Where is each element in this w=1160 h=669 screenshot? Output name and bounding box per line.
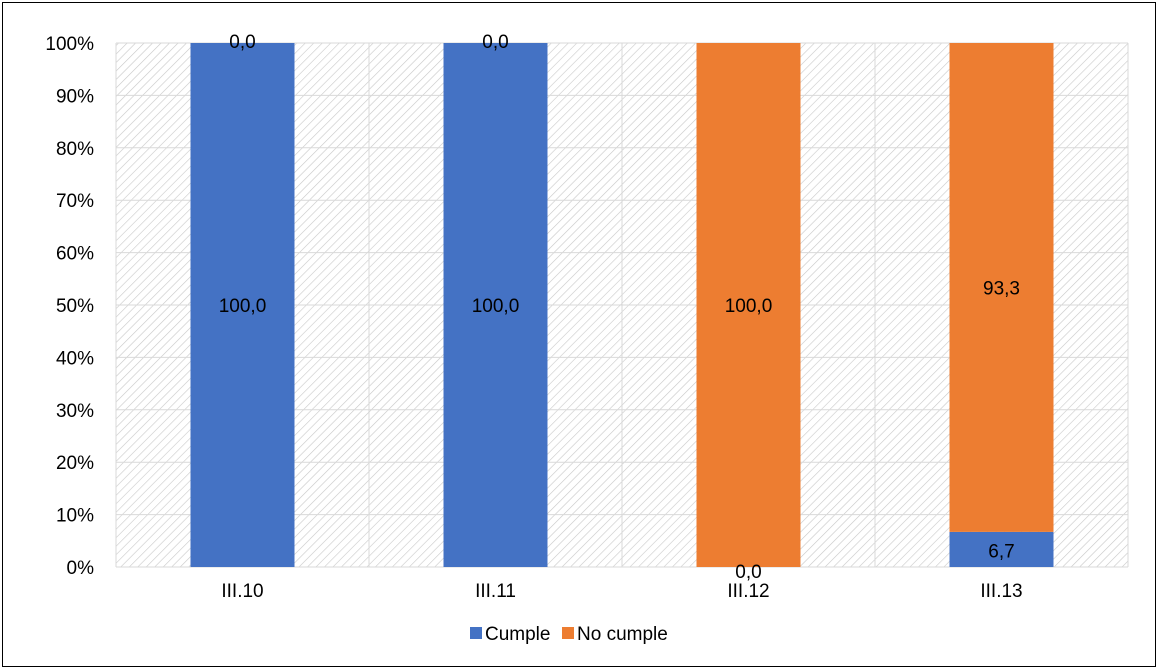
x-tick-label: III.12 xyxy=(727,581,769,602)
y-axis-ticks: 0% 10% 20% 30% 40% 50% 60% 70% 80% 90% 100% xyxy=(45,34,94,579)
bar-segment xyxy=(949,531,1054,567)
data-label: 100,0 xyxy=(219,296,267,317)
legend-swatch xyxy=(470,627,482,639)
y-tick-label: 10% xyxy=(56,506,94,527)
x-tick-label: III.13 xyxy=(980,581,1022,602)
legend-swatch xyxy=(562,627,574,639)
bars xyxy=(190,43,1054,567)
bar-segment xyxy=(190,43,295,567)
data-label: 6,7 xyxy=(988,541,1014,562)
y-tick-label: 100% xyxy=(45,34,94,55)
y-tick-label: 20% xyxy=(56,453,94,474)
data-label: 93,3 xyxy=(983,278,1020,299)
data-label: 100,0 xyxy=(472,296,520,317)
legend-label: No cumple xyxy=(577,624,668,645)
data-labels: 100,0 0,0 100,0 0,0 0,0 100,0 6,7 93,3 xyxy=(219,32,1020,583)
bar-segment xyxy=(949,43,1054,532)
legend-label: Cumple xyxy=(485,624,550,645)
y-tick-label: 40% xyxy=(56,348,94,369)
y-tick-label: 90% xyxy=(56,86,94,107)
y-tick-label: 30% xyxy=(56,401,94,422)
bar-segment xyxy=(696,43,801,567)
y-tick-label: 50% xyxy=(56,296,94,317)
data-label: 100,0 xyxy=(725,296,773,317)
y-tick-label: 0% xyxy=(67,558,95,579)
data-label: 0,0 xyxy=(482,32,508,53)
y-tick-label: 80% xyxy=(56,139,94,160)
bar-segment xyxy=(443,43,548,567)
data-label: 0,0 xyxy=(229,32,255,53)
x-axis-ticks: III.10 III.11 III.12 III.13 xyxy=(221,581,1022,602)
data-label: 0,0 xyxy=(735,562,761,583)
y-tick-label: 60% xyxy=(56,244,94,265)
x-tick-label: III.11 xyxy=(475,581,516,602)
y-tick-label: 70% xyxy=(56,191,94,212)
x-tick-label: III.10 xyxy=(221,581,263,602)
legend: Cumple No cumple xyxy=(470,624,668,645)
